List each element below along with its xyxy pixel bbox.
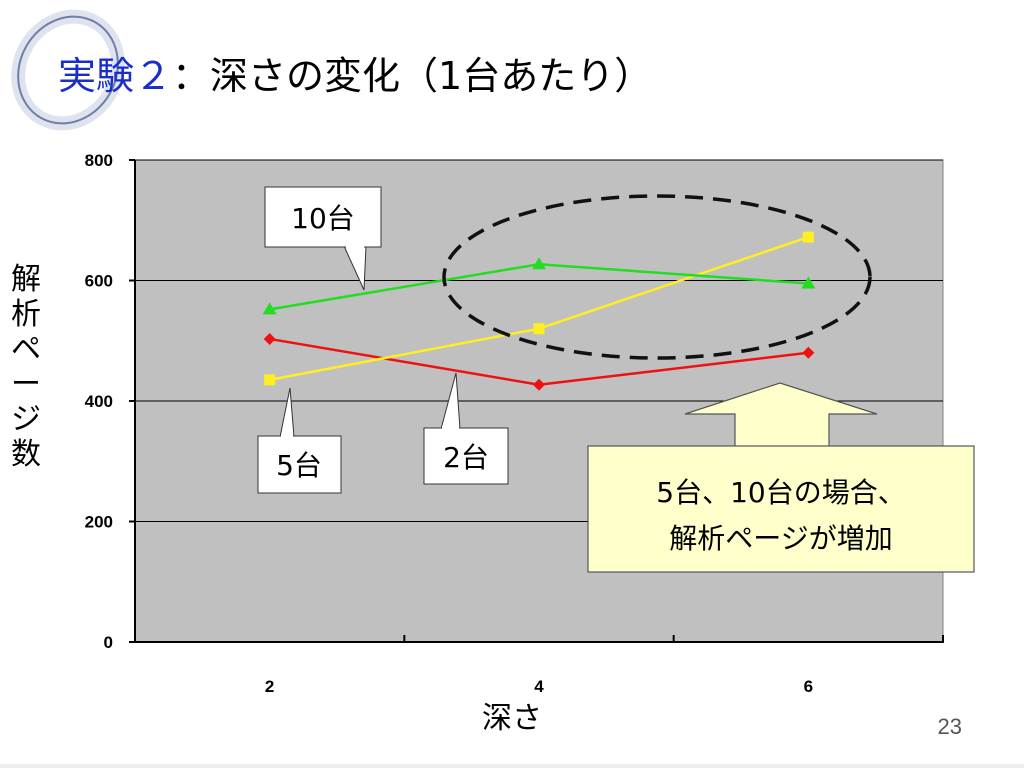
y-tick-label: 600 (85, 272, 113, 291)
data-point (533, 378, 545, 391)
data-point (263, 332, 276, 345)
data-point (532, 257, 546, 270)
y-tick-label: 0 (104, 633, 113, 652)
slide-title-rest: ：深さの変化（1台あたり） (172, 54, 653, 98)
x-axis-label: 深さ (482, 701, 542, 736)
highlight-ellipse (442, 194, 872, 360)
callout-10-label: 10台 (291, 202, 355, 235)
bottom-rule (0, 764, 1024, 768)
annotation-line-2: 解析ページが増加 (669, 522, 892, 555)
data-point (801, 276, 816, 289)
y-tick-label: 400 (85, 392, 113, 411)
data-point (262, 302, 277, 315)
slide-title-prefix: 実験２ (58, 54, 173, 98)
decorative-swoosh-logo (11, 9, 125, 131)
callout-2-label: 2台 (443, 441, 489, 474)
annotation-arrow (684, 382, 878, 448)
data-point (802, 231, 814, 243)
data-point (533, 323, 545, 335)
callout-10: 10台 (264, 186, 382, 291)
y-tick-label: 200 (85, 513, 113, 532)
x-tick-label: 2 (265, 677, 274, 696)
y-axis-label: 解析ページ数 (11, 262, 41, 472)
slide-title: 実験２：深さの変化（1台あたり） (58, 52, 652, 100)
x-tick-label: 6 (804, 677, 813, 696)
page-number: 23 (937, 714, 962, 739)
data-point (264, 374, 276, 386)
callout-2: 2台 (423, 372, 509, 485)
x-tick-label: 4 (534, 677, 544, 696)
y-tick-label: 800 (85, 151, 113, 170)
annotation-line-1: 5台、10台の場合、 (656, 476, 905, 509)
callout-5: 5台 (257, 387, 342, 494)
data-point (802, 346, 815, 359)
annotation-box: 5台、10台の場合、 解析ページが増加 (587, 445, 975, 573)
callout-5-label: 5台 (276, 449, 322, 482)
